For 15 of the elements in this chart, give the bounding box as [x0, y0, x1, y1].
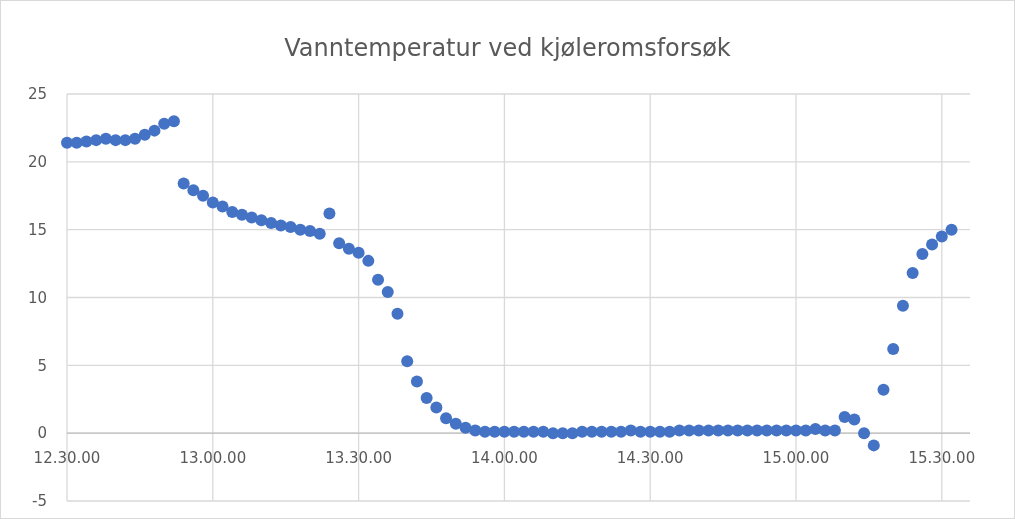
y-tick-label: 20 [27, 153, 47, 172]
x-tick-label: 12.30.00 [33, 449, 101, 468]
y-tick-label: 5 [37, 356, 47, 375]
x-tick-label: 14.30.00 [616, 449, 684, 468]
x-tick-label: 14.00.00 [471, 449, 538, 468]
y-tick-label: 25 [27, 85, 47, 104]
y-tick-label: 15 [27, 220, 47, 239]
x-tick-label: 13.30.00 [325, 449, 392, 468]
chart-title: Vanntemperatur ved kjøleromsforsøk [284, 34, 731, 62]
x-tick-label: 15.30.00 [908, 449, 976, 468]
y-tick-label: -5 [32, 492, 47, 511]
y-tick-label: 10 [27, 288, 47, 307]
x-tick-label: 13.00.00 [179, 449, 247, 468]
y-tick-label: 0 [37, 424, 47, 443]
x-tick-label: 15.00.00 [762, 449, 830, 468]
